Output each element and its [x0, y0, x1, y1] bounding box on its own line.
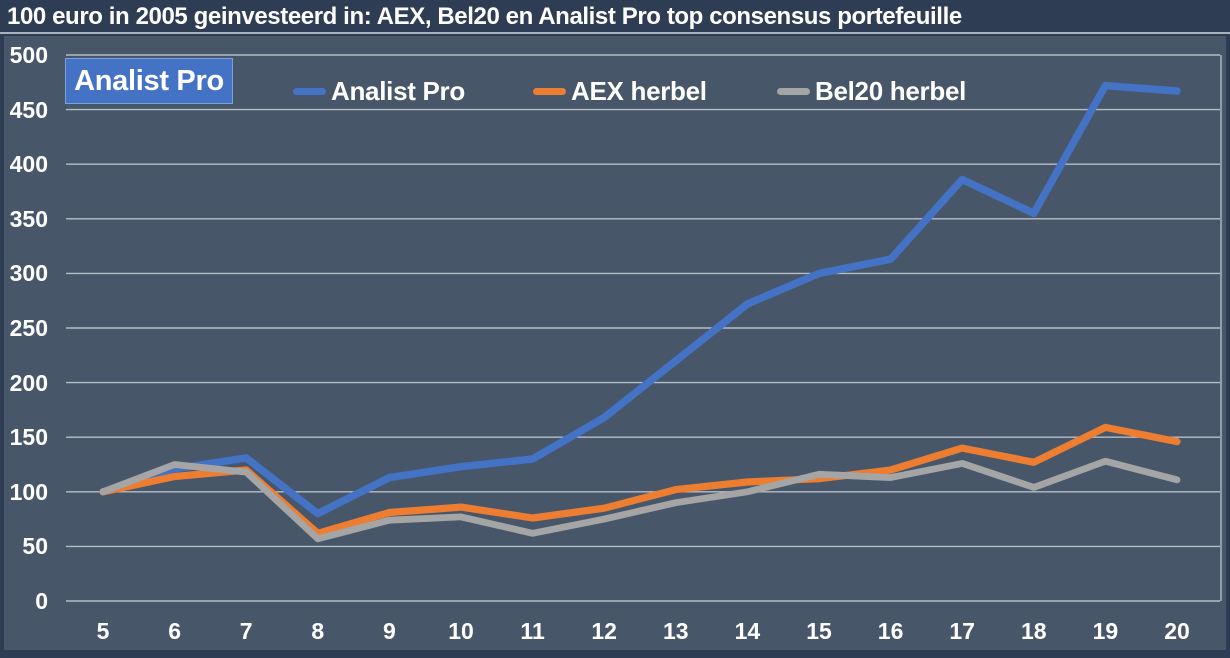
x-axis-tick-label: 13: [663, 618, 689, 644]
chart-title: 100 euro in 2005 geinvesteerd in: AEX, B…: [0, 0, 1230, 34]
legend-swatch-analist-pro: [293, 87, 326, 95]
legend: Analist Pro AEX herbel Bel20 herbel: [0, 74, 1230, 108]
legend-item-aex-herbel: AEX herbel: [533, 74, 707, 108]
legend-item-bel20-herbel: Bel20 herbel: [777, 74, 966, 108]
legend-swatch-aex-herbel: [533, 87, 566, 95]
y-axis-tick-label: 100: [9, 478, 48, 505]
x-axis-tick-label: 14: [734, 618, 761, 644]
legend-label: Analist Pro: [331, 75, 465, 106]
series-line-analist-pro: [99, 81, 1181, 518]
x-axis-tick-label: 12: [591, 618, 617, 644]
x-axis-tick-label: 6: [168, 618, 181, 644]
y-axis-tick-label: 0: [35, 588, 48, 614]
y-axis-tick-label: 450: [9, 96, 48, 123]
plot-area-background: [4, 36, 1226, 650]
x-axis-tick-label: 18: [1021, 618, 1047, 644]
y-axis-tick-label: 500: [9, 42, 48, 68]
y-axis-tick-label: 200: [9, 369, 48, 396]
y-axis-tick-label: 50: [22, 533, 48, 560]
x-axis-tick-label: 10: [448, 618, 474, 644]
x-axis-tick-label: 9: [382, 618, 396, 644]
x-axis-tick-label: 11: [520, 618, 545, 644]
x-axis-tick-label: 15: [806, 618, 832, 644]
y-axis-tick-label: 400: [9, 151, 48, 178]
x-axis-tick-label: 17: [949, 618, 975, 644]
y-axis-tick-label: 300: [9, 260, 48, 287]
y-axis-tick-label: 250: [9, 315, 48, 341]
y-axis-tick-label: 150: [9, 424, 48, 451]
x-axis-tick-label: 20: [1164, 618, 1190, 644]
series-line-bel20-herbel: [99, 457, 1181, 543]
legend-label: AEX herbel: [571, 75, 707, 106]
x-axis-tick-label: 5: [96, 618, 110, 644]
analist-pro-logo-badge: Analist Pro: [65, 58, 233, 104]
x-axis-tick-label: 16: [877, 618, 904, 644]
legend-item-analist-pro: Analist Pro: [293, 74, 465, 108]
y-axis-tick-label: 350: [9, 205, 48, 232]
x-axis-tick-label: 8: [311, 618, 325, 644]
x-axis-tick-label: 7: [239, 618, 253, 644]
x-axis-tick-label: 19: [1092, 618, 1119, 644]
legend-swatch-bel20-herbel: [777, 87, 810, 95]
legend-label: Bel20 herbel: [815, 75, 967, 106]
